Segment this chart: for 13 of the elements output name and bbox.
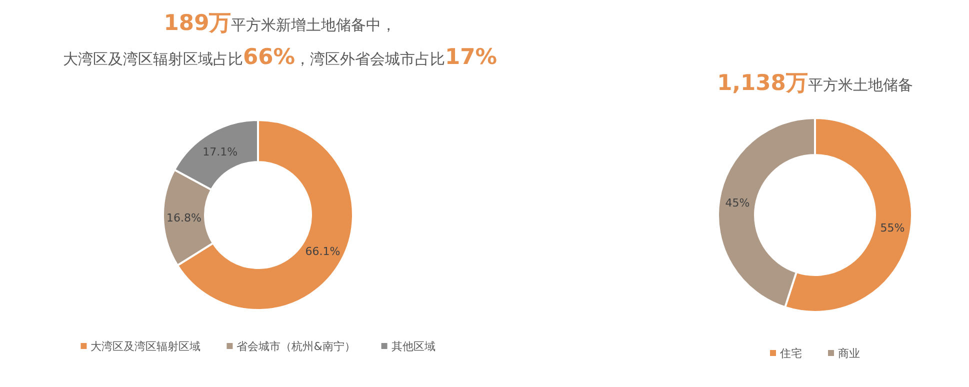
legend-label: 商业 [838, 347, 860, 360]
data-label: 66.1% [305, 244, 340, 258]
chart-subtitle: 大湾区及湾区辐射区域占比66%，湾区外省会城市占比17% [62, 45, 498, 70]
legend-label: 大湾区及湾区辐射区域 [90, 340, 201, 353]
data-label: 17.1% [202, 145, 238, 158]
data-label: 16.8% [166, 211, 202, 224]
data-label: 45% [725, 196, 750, 210]
legend-label: 住宅 [780, 347, 802, 360]
chart-title: 189万平方米新增土地储备中， [164, 11, 396, 36]
chart-title: 1,138万平方米土地储备 [717, 71, 913, 96]
legend-label: 其他区域 [391, 340, 436, 353]
data-label: 55% [880, 221, 905, 234]
legend-label: 省会城市（杭州&南宁） [236, 340, 356, 353]
